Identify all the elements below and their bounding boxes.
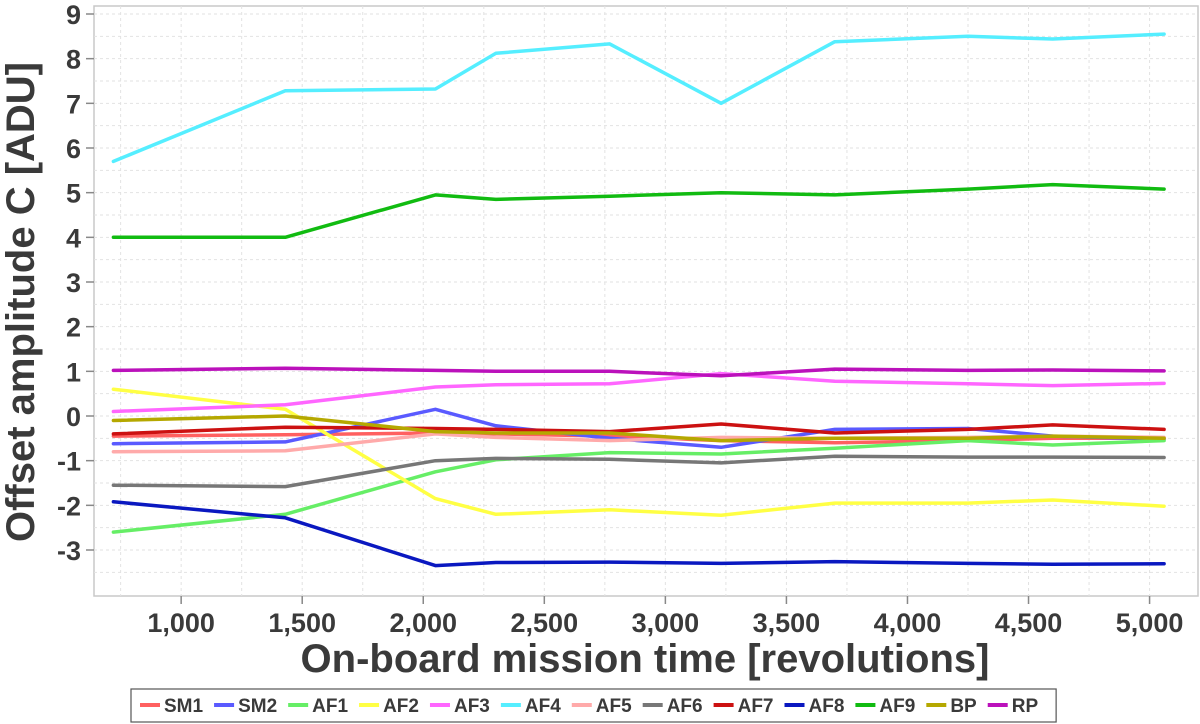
y-tick-label: 7 [66, 89, 81, 119]
legend-item-af1: AF1 [288, 696, 348, 717]
x-tick-label: 4,000 [874, 608, 942, 638]
x-axis-ticks: 1,000 1,500 2,000 2,500 3,000 3,500 4,000 4,500… [147, 596, 1183, 638]
series-line-af4 [111, 32, 1166, 164]
legend-item-af7: AF7 [713, 696, 774, 717]
y-tick-label: 9 [66, 0, 81, 30]
legend-item-bp: BP [926, 696, 977, 717]
y-tick-label: 6 [66, 134, 81, 164]
legend-label: AF8 [809, 696, 845, 717]
legend-frame [130, 688, 1057, 723]
legend-item-af6: AF6 [642, 696, 703, 717]
x-tick-label: 1,000 [147, 608, 215, 638]
y-tick-label: 0 [66, 402, 81, 432]
legend-label: SM2 [238, 696, 277, 717]
y-tick-label: 4 [66, 223, 81, 253]
series-line-af6 [111, 454, 1166, 489]
x-tick-label: 3,000 [632, 608, 700, 638]
legend-item-rp: RP [987, 696, 1039, 717]
y-tick-label: 8 [66, 45, 81, 75]
x-tick-label: 4,500 [995, 608, 1063, 638]
x-tick-label: 1,500 [268, 608, 336, 638]
legend-item-af4: AF4 [500, 696, 561, 717]
legend-item-af3: AF3 [429, 696, 490, 717]
legend-item-af9: AF9 [855, 696, 915, 717]
y-tick-label: 2 [66, 313, 81, 343]
legend-item-sm2: SM2 [214, 696, 277, 717]
legend-label: RP [1012, 696, 1039, 717]
y-tick-label: -2 [57, 491, 81, 521]
legend-label: AF1 [312, 696, 348, 717]
y-tick-label: -1 [57, 447, 81, 477]
legend-item-af5: AF5 [571, 696, 632, 717]
series-lines [111, 32, 1166, 568]
y-tick-label: -3 [57, 536, 81, 566]
legend-item-af2: AF2 [359, 696, 419, 717]
legend: SM1 SM2 AF1 AF2 AF3 AF4 AF5 AF6 AF7 AF8 AF9 BP RP [130, 688, 1057, 723]
x-axis-title: On-board mission time [revolutions] [301, 637, 990, 681]
x-tick-label: 2,000 [389, 608, 457, 638]
y-tick-label: 3 [66, 268, 81, 298]
legend-label: AF7 [738, 696, 774, 717]
y-tick-label: 5 [66, 179, 81, 209]
legend-label: AF4 [525, 696, 561, 717]
legend-label: AF6 [667, 696, 703, 717]
legend-label: SM1 [164, 696, 204, 717]
series-line-af8 [111, 500, 1166, 568]
series-line-af7 [111, 422, 1166, 436]
legend-label: AF2 [383, 696, 419, 717]
plot-area [93, 5, 1199, 597]
x-tick-label: 5,000 [1116, 608, 1184, 638]
legend-item-sm1: SM1 [140, 696, 204, 717]
y-axis-ticks: -3 -2 -1 0 1 2 3 4 5 6 7 8 9 [57, 0, 94, 566]
series-line-af1 [111, 438, 1166, 534]
legend-label: AF9 [879, 696, 915, 717]
series-line-bp [111, 414, 1166, 443]
x-tick-label: 2,500 [511, 608, 579, 638]
legend-label: AF3 [454, 696, 490, 717]
legend-label: BP [950, 696, 977, 717]
legend-label: AF5 [596, 696, 632, 717]
y-axis-title: Offset amplitude C [ADU] [0, 62, 43, 542]
series-line-af3 [111, 371, 1166, 414]
series-line-sm2 [111, 407, 1166, 450]
grid-lines [94, 6, 1198, 596]
y-tick-label: 1 [66, 357, 81, 387]
x-tick-label: 3,500 [753, 608, 821, 638]
legend-item-af8: AF8 [784, 696, 845, 717]
series-line-af2 [111, 387, 1166, 517]
series-line-rp [111, 366, 1166, 378]
series-line-af9 [111, 182, 1166, 240]
